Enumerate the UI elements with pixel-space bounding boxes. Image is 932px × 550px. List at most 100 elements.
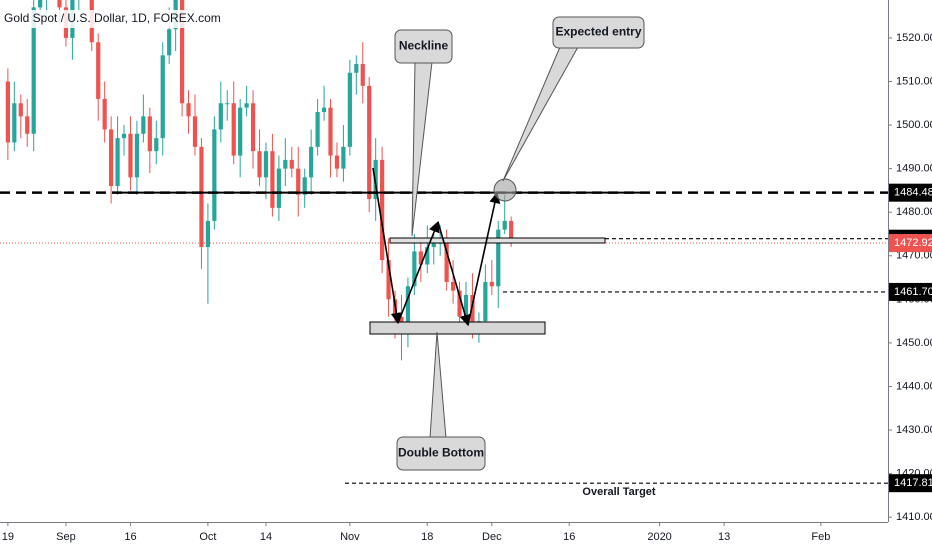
candle-body	[57, 0, 62, 8]
candle-body	[205, 220, 211, 248]
candle-body	[250, 103, 256, 152]
target-label: Overall Target	[582, 486, 655, 498]
candle-body	[328, 107, 333, 156]
candle-body	[354, 64, 359, 73]
candle-body	[179, 0, 185, 104]
candle-body	[302, 177, 307, 195]
y-tick-label: 1470.00	[896, 250, 932, 262]
x-tick-label: Feb	[811, 531, 830, 543]
candle-body	[225, 103, 230, 105]
price-tag: 1417.81	[894, 477, 932, 489]
candle-body	[147, 116, 152, 152]
x-tick-label: Sep	[56, 531, 76, 543]
candle-body	[367, 85, 372, 200]
candle-body	[489, 281, 494, 287]
callout-box	[552, 16, 645, 49]
candle-body	[25, 116, 30, 134]
x-tick-label: 14	[260, 531, 272, 543]
x-tick-label: Oct	[199, 531, 216, 543]
candle-body	[457, 290, 462, 317]
price-tag-bg	[889, 474, 932, 493]
price-tag: 1461.70	[894, 286, 932, 298]
candle-body	[270, 151, 275, 208]
price-tag-bg	[889, 234, 932, 253]
x-tick-label: 2020	[647, 531, 671, 543]
candle-body	[296, 168, 301, 195]
callout-box	[394, 29, 453, 64]
y-tick-label: 1510.00	[896, 75, 932, 87]
bottom-zone	[369, 321, 546, 335]
candle-body	[309, 146, 314, 178]
price-tag-bg	[889, 183, 932, 202]
callout-label: Double Bottom	[398, 446, 484, 460]
price-tag: 1472.92	[894, 237, 932, 249]
neckline-zone	[389, 237, 606, 244]
candle-body	[134, 133, 140, 178]
y-tick-label: 1480.00	[896, 206, 932, 218]
candle-body	[263, 151, 269, 178]
x-tick-label: Nov	[340, 531, 360, 543]
candle-body	[18, 103, 23, 117]
candle-body	[167, 29, 172, 56]
chart-title: Gold Spot / U.S. Dollar, 1D, FOREX.com	[4, 11, 221, 25]
candle-body	[425, 247, 430, 265]
candle-body	[192, 116, 198, 147]
candle-body	[444, 242, 449, 282]
candle-body	[31, 7, 36, 134]
candle-body	[276, 168, 281, 208]
candle-body	[450, 281, 456, 291]
pattern-arrow	[372, 167, 402, 325]
candle-body	[244, 103, 249, 108]
candle-body	[502, 220, 507, 230]
x-tick-label: 16	[563, 531, 575, 543]
candle-body	[283, 159, 288, 169]
candle-body	[347, 72, 352, 147]
title-bg	[0, 10, 232, 28]
bottom-callout: Double Bottom	[396, 331, 486, 471]
candle-body	[96, 42, 101, 99]
entry-circle	[493, 178, 517, 202]
callout-label: Expected entry	[555, 25, 641, 39]
candle-body	[238, 107, 243, 156]
candle-body	[160, 55, 165, 139]
candle-body	[315, 111, 320, 147]
candle-body	[109, 129, 114, 187]
y-tick-label: 1440.00	[896, 380, 932, 392]
price-tag: 1484.48	[894, 187, 932, 199]
x-tick-label: 16	[124, 531, 136, 543]
candle-body	[186, 103, 191, 117]
y-tick-label: 1500.00	[896, 119, 932, 131]
neckline-callout: Neckline	[394, 29, 453, 237]
candle-body	[199, 146, 204, 248]
candle-body	[360, 64, 365, 86]
x-tick-label: 13	[718, 531, 730, 543]
y-tick-label: 1490.00	[896, 163, 932, 175]
x-tick-label: Dec	[482, 531, 502, 543]
candle-body	[496, 229, 501, 287]
pattern-arrow	[397, 220, 440, 324]
candle-body	[463, 294, 469, 317]
candle-body	[12, 103, 17, 143]
candle-body	[102, 98, 107, 130]
candle-body	[154, 138, 159, 152]
candle-body	[121, 133, 127, 139]
candle-body	[257, 151, 262, 178]
candle-body	[386, 260, 391, 300]
candle-body	[341, 146, 346, 169]
candle-body	[141, 116, 146, 134]
candle-body	[470, 294, 475, 326]
candle-body	[334, 155, 340, 169]
x-tick-label: 18	[421, 531, 433, 543]
candle-body	[212, 129, 217, 221]
pattern-arrow	[437, 221, 471, 327]
candle-body	[321, 107, 327, 112]
x-tick-label: 19	[2, 531, 14, 543]
candle-body	[38, 0, 43, 8]
candle-body	[380, 159, 385, 261]
candle-body	[405, 286, 411, 330]
pattern-arrow	[467, 191, 501, 326]
candle-body	[5, 81, 10, 143]
candle-body	[218, 103, 223, 130]
candle-body	[412, 251, 417, 287]
